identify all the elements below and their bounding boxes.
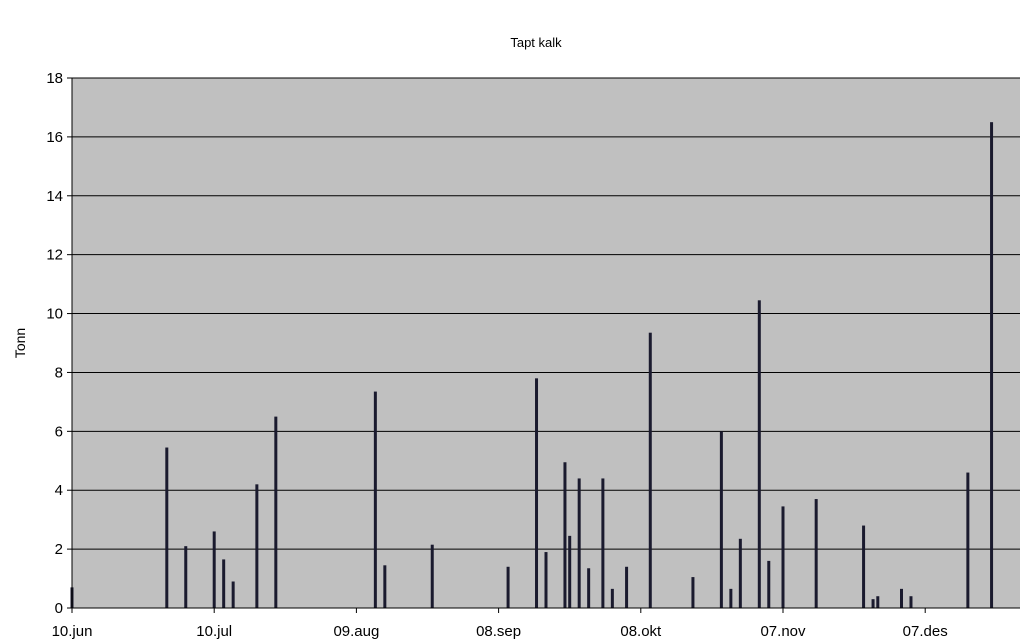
x-tick-label: 07.des bbox=[903, 623, 948, 640]
y-tick-label: 12 bbox=[46, 247, 63, 264]
y-tick-label: 0 bbox=[55, 600, 63, 617]
bar bbox=[729, 588, 733, 608]
axes bbox=[71, 78, 1020, 609]
bar bbox=[814, 499, 818, 608]
bar bbox=[601, 478, 605, 608]
bar bbox=[430, 544, 434, 608]
y-tick-label: 18 bbox=[46, 70, 63, 87]
bar bbox=[691, 577, 695, 608]
bar bbox=[990, 122, 994, 609]
bar bbox=[738, 538, 742, 608]
bars bbox=[70, 122, 994, 609]
x-tick-label: 09.aug bbox=[333, 623, 379, 640]
bar bbox=[648, 332, 652, 608]
plot-area bbox=[72, 78, 1020, 608]
bar bbox=[544, 552, 548, 608]
y-tick-label: 2 bbox=[55, 541, 63, 558]
bar bbox=[625, 566, 629, 608]
y-tick-label: 8 bbox=[55, 364, 63, 381]
bar bbox=[757, 300, 761, 608]
bar bbox=[610, 588, 614, 608]
x-tick-label: 08.okt bbox=[620, 623, 662, 640]
bar bbox=[871, 599, 875, 608]
bar bbox=[165, 447, 169, 608]
bar bbox=[373, 391, 377, 608]
bar bbox=[862, 525, 866, 608]
y-tick-label: 4 bbox=[55, 482, 63, 499]
bar bbox=[587, 568, 591, 608]
bar bbox=[876, 596, 880, 608]
bar bbox=[506, 566, 510, 608]
chart-title: Tapt kalk bbox=[510, 35, 562, 50]
bar bbox=[184, 546, 188, 608]
bar bbox=[577, 478, 581, 608]
x-tick-label: 10.jun bbox=[52, 623, 93, 640]
bar bbox=[231, 581, 235, 608]
y-ticks: 0 2 4 6 8 10 12 14 16 18 bbox=[46, 70, 72, 617]
bar bbox=[255, 484, 259, 608]
x-ticks: 10.jun 10.jul 09.aug 08.sep 08.okt 07.nov 07.d… bbox=[52, 608, 948, 640]
bar bbox=[966, 472, 970, 608]
bar bbox=[274, 416, 278, 608]
bar bbox=[767, 560, 771, 608]
x-tick-label: 10.jul bbox=[196, 623, 232, 640]
bar bbox=[909, 596, 913, 608]
bar bbox=[719, 431, 723, 608]
x-tick-label: 07.nov bbox=[760, 623, 806, 640]
y-tick-label: 6 bbox=[55, 423, 63, 440]
bar bbox=[535, 378, 539, 608]
gridlines bbox=[72, 77, 1020, 550]
bar bbox=[222, 559, 226, 608]
y-axis-label: Tonn bbox=[12, 328, 28, 358]
y-tick-label: 14 bbox=[46, 188, 63, 205]
y-tick-label: 16 bbox=[46, 129, 63, 146]
x-tick-label: 08.sep bbox=[476, 623, 521, 640]
bar bbox=[568, 535, 572, 608]
bar bbox=[563, 462, 567, 608]
bar bbox=[900, 588, 903, 608]
bar bbox=[781, 506, 785, 608]
y-tick-label: 10 bbox=[46, 306, 63, 323]
bar bbox=[212, 531, 216, 608]
bar bbox=[383, 565, 387, 608]
